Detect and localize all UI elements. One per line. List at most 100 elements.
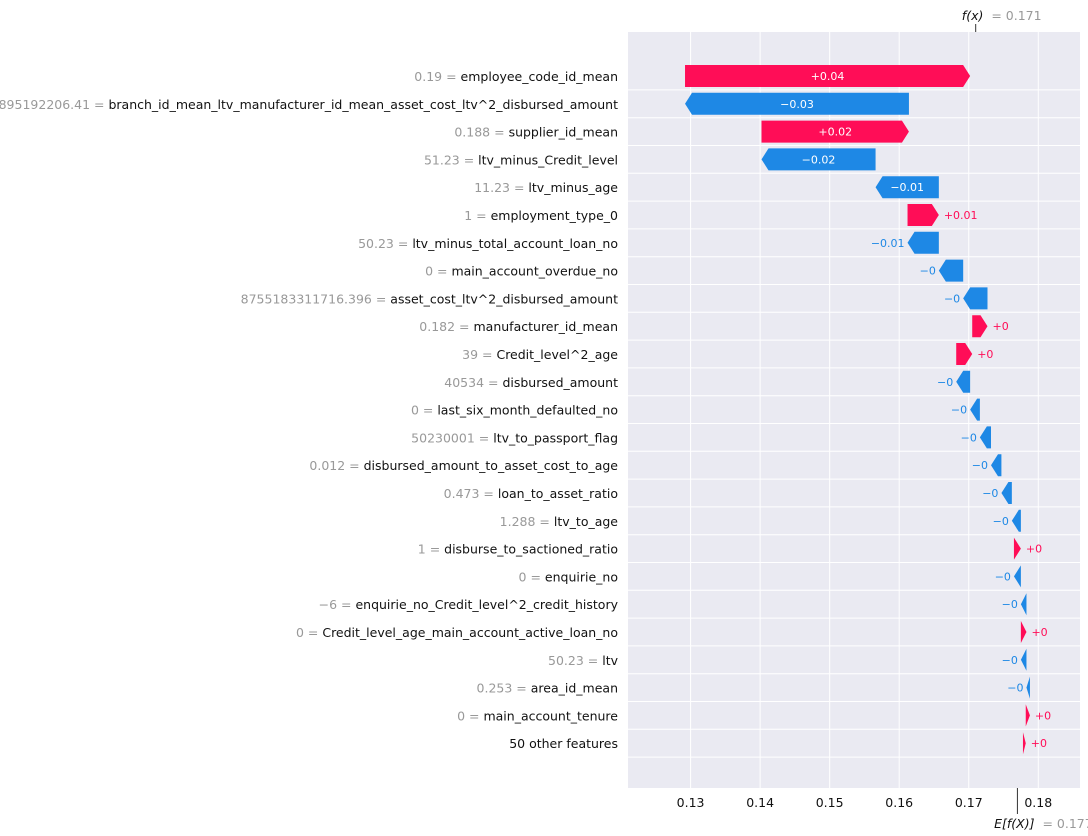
feature-name: disburse_to_sactioned_ratio bbox=[444, 542, 618, 557]
bar-value-label: −0 bbox=[972, 459, 988, 472]
feature-name: ltv_to_passport_flag bbox=[493, 430, 618, 445]
bar-negative bbox=[761, 148, 876, 171]
bar-value-label: +0.02 bbox=[818, 126, 852, 139]
feature-name: enquirie_no_Credit_level^2_credit_histor… bbox=[355, 597, 618, 612]
feature-name: ltv bbox=[602, 653, 618, 668]
bar-positive bbox=[1025, 704, 1030, 727]
feature-value: 39 = bbox=[462, 347, 496, 362]
feature-value: 0.188 = bbox=[454, 125, 508, 140]
efx-label-group: E[f(X)] = 0.177 bbox=[994, 816, 1088, 831]
feature-name: Credit_level_age_main_account_active_loa… bbox=[322, 625, 618, 640]
feature-label: 1 = employment_type_0 bbox=[464, 208, 618, 223]
feature-name: main_account_tenure bbox=[483, 708, 618, 723]
feature-name: Credit_level^2_age bbox=[496, 347, 618, 362]
bar-value-label: +0 bbox=[1031, 737, 1047, 750]
feature-label: −6 = enquirie_no_Credit_level^2_credit_h… bbox=[319, 597, 619, 612]
feature-label: 40534 = disbursed_amount bbox=[444, 375, 618, 390]
feature-labels: 0.19 = employee_code_id_mean 196578951922… bbox=[0, 69, 619, 751]
feature-value: 40534 = bbox=[444, 375, 502, 390]
feature-label: 0 = main_account_overdue_no bbox=[425, 264, 618, 279]
feature-value: 0 = bbox=[519, 569, 545, 584]
bar-value-label: −0.03 bbox=[780, 98, 814, 111]
feature-value: 0.473 = bbox=[444, 486, 498, 501]
feature-label: 0.182 = manufacturer_id_mean bbox=[419, 319, 618, 334]
feature-label: 0 = last_six_month_defaulted_no bbox=[411, 403, 618, 418]
efx-annotation: E[f(X)] = 0.177 bbox=[994, 788, 1088, 831]
feature-label: 50230001 = ltv_to_passport_flag bbox=[411, 430, 618, 445]
feature-label: 0.253 = area_id_mean bbox=[477, 681, 618, 696]
feature-name: branch_id_mean_ltv_manufacturer_id_mean_… bbox=[108, 97, 618, 112]
bar-positive bbox=[956, 343, 973, 365]
feature-label: 8755183311716.396 = asset_cost_ltv^2_dis… bbox=[241, 291, 618, 306]
bar-negative bbox=[875, 176, 939, 199]
bar-negative bbox=[685, 92, 909, 115]
fx-annotation: f(x) = 0.171 bbox=[962, 8, 1042, 32]
feature-label: 0.19 = employee_code_id_mean bbox=[414, 69, 618, 84]
feature-value: 0 = bbox=[296, 625, 322, 640]
bar-negative bbox=[979, 426, 991, 449]
bar-negative bbox=[1026, 676, 1030, 699]
bar-positive bbox=[1013, 537, 1021, 560]
feature-label: 0 = main_account_tenure bbox=[457, 708, 618, 723]
feature-value: 0.253 = bbox=[477, 681, 531, 696]
feature-label: 0.188 = supplier_id_mean bbox=[454, 125, 618, 140]
bar-value-label: −0 bbox=[920, 265, 936, 278]
bar-negative bbox=[1001, 482, 1012, 504]
feature-name: asset_cost_ltv^2_disbursed_amount bbox=[390, 291, 618, 306]
bar-value-label: +0 bbox=[1035, 709, 1051, 722]
bar-value-label: −0.01 bbox=[890, 181, 924, 194]
efx-value: = 0.177 bbox=[1042, 816, 1088, 831]
feature-label: 19657895192206.41 = branch_id_mean_ltv_m… bbox=[0, 97, 618, 112]
x-tick-label: 0.18 bbox=[1024, 795, 1052, 810]
feature-label: 1.288 = ltv_to_age bbox=[500, 514, 619, 529]
x-tick-label: 0.15 bbox=[816, 795, 844, 810]
bar-negative bbox=[1011, 509, 1021, 532]
feature-name: last_six_month_defaulted_no bbox=[437, 403, 618, 418]
feature-value: 50230001 = bbox=[411, 430, 493, 445]
feature-value: 8755183311716.396 = bbox=[241, 291, 391, 306]
x-tick-label: 0.16 bbox=[885, 795, 913, 810]
bar-value-label: −0 bbox=[1002, 654, 1018, 667]
feature-value: 50.23 = bbox=[548, 653, 602, 668]
efx-label: E[f(X)] bbox=[994, 816, 1034, 831]
bar-value-label: +0 bbox=[1031, 626, 1047, 639]
bar-negative bbox=[907, 231, 939, 254]
feature-value: 0.012 = bbox=[309, 458, 363, 473]
feature-value: 0 = bbox=[411, 403, 437, 418]
feature-label: 50.23 = ltv_minus_total_account_loan_no bbox=[358, 236, 618, 251]
feature-name: disbursed_amount_to_asset_cost_to_age bbox=[364, 458, 619, 473]
feature-name: area_id_mean bbox=[531, 681, 618, 696]
bar-value-label: +0 bbox=[993, 320, 1009, 333]
feature-name: 50 other features bbox=[509, 736, 618, 751]
feature-name: main_account_overdue_no bbox=[451, 264, 618, 279]
feature-value: 51.23 = bbox=[424, 152, 478, 167]
x-tick-label: 0.14 bbox=[746, 795, 774, 810]
feature-label: 1 = disburse_to_sactioned_ratio bbox=[418, 542, 618, 557]
feature-value: 11.23 = bbox=[474, 180, 528, 195]
feature-name: disbursed_amount bbox=[502, 375, 618, 390]
bar-value-label: −0.01 bbox=[871, 237, 905, 250]
bar-value-label: −0 bbox=[937, 376, 953, 389]
bar-value-label: −0 bbox=[961, 431, 977, 444]
bar-value-label: +0.04 bbox=[811, 70, 845, 83]
feature-value: 0.182 = bbox=[419, 319, 473, 334]
feature-name: employee_code_id_mean bbox=[461, 69, 618, 84]
feature-value: 50.23 = bbox=[358, 236, 412, 251]
bar-value-label: +0 bbox=[1026, 543, 1042, 556]
feature-name: enquirie_no bbox=[545, 569, 618, 584]
feature-name: supplier_id_mean bbox=[509, 125, 618, 140]
feature-label: 0.473 = loan_to_asset_ratio bbox=[444, 486, 618, 501]
feature-value: 0 = bbox=[425, 264, 451, 279]
bar-value-label: −0 bbox=[1007, 682, 1023, 695]
bar-positive bbox=[1022, 732, 1026, 755]
feature-label: 0 = Credit_level_age_main_account_active… bbox=[296, 625, 618, 640]
bar-negative bbox=[970, 398, 980, 421]
fx-label-group: f(x) = 0.171 bbox=[962, 8, 1042, 23]
feature-label: 11.23 = ltv_minus_age bbox=[474, 180, 618, 195]
feature-name: manufacturer_id_mean bbox=[474, 319, 619, 334]
bar-value-label: +0.01 bbox=[944, 209, 978, 222]
bar-value-label: +0 bbox=[977, 348, 993, 361]
feature-label: 0 = enquirie_no bbox=[519, 569, 618, 584]
feature-name: ltv_minus_total_account_loan_no bbox=[412, 236, 618, 251]
feature-value: −6 = bbox=[319, 597, 356, 612]
